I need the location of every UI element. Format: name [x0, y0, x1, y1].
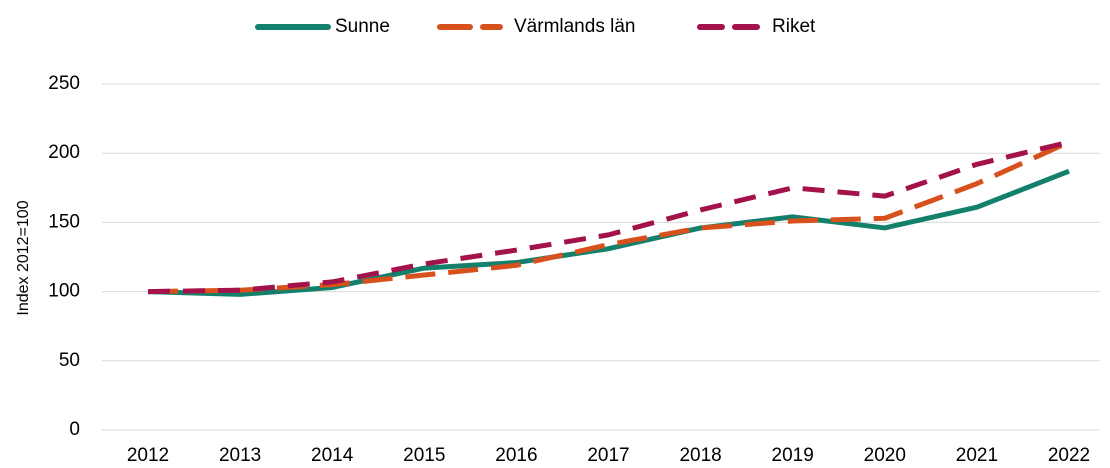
x-tick-label: 2015: [403, 445, 445, 466]
x-tick-label: 2014: [311, 445, 354, 466]
x-tick-label: 2018: [679, 445, 721, 466]
legend-label: Sunne: [335, 16, 390, 37]
x-tick-label: 2022: [1048, 445, 1090, 466]
series-line: [147, 139, 1070, 295]
y-tick-label: 200: [48, 142, 80, 163]
x-tick-label: 2012: [127, 445, 169, 466]
y-axis-label: Index 2012=100: [15, 200, 32, 315]
y-tick-label: 150: [48, 211, 80, 232]
series-line: [147, 168, 1070, 297]
x-tick-label: 2016: [495, 445, 537, 466]
x-tick-label: 2019: [772, 445, 814, 466]
x-tick-label: 2017: [587, 445, 629, 466]
y-tick-label: 100: [48, 281, 80, 302]
y-tick-label: 250: [48, 73, 80, 94]
x-tick-label: 2020: [864, 445, 906, 466]
legend-label: Riket: [772, 16, 816, 37]
x-tick-label: 2013: [219, 445, 261, 466]
x-tick-label: 2021: [956, 445, 998, 466]
legend-label: Värmlands län: [514, 16, 635, 37]
y-tick-label: 0: [69, 419, 80, 440]
y-tick-label: 50: [59, 350, 80, 371]
